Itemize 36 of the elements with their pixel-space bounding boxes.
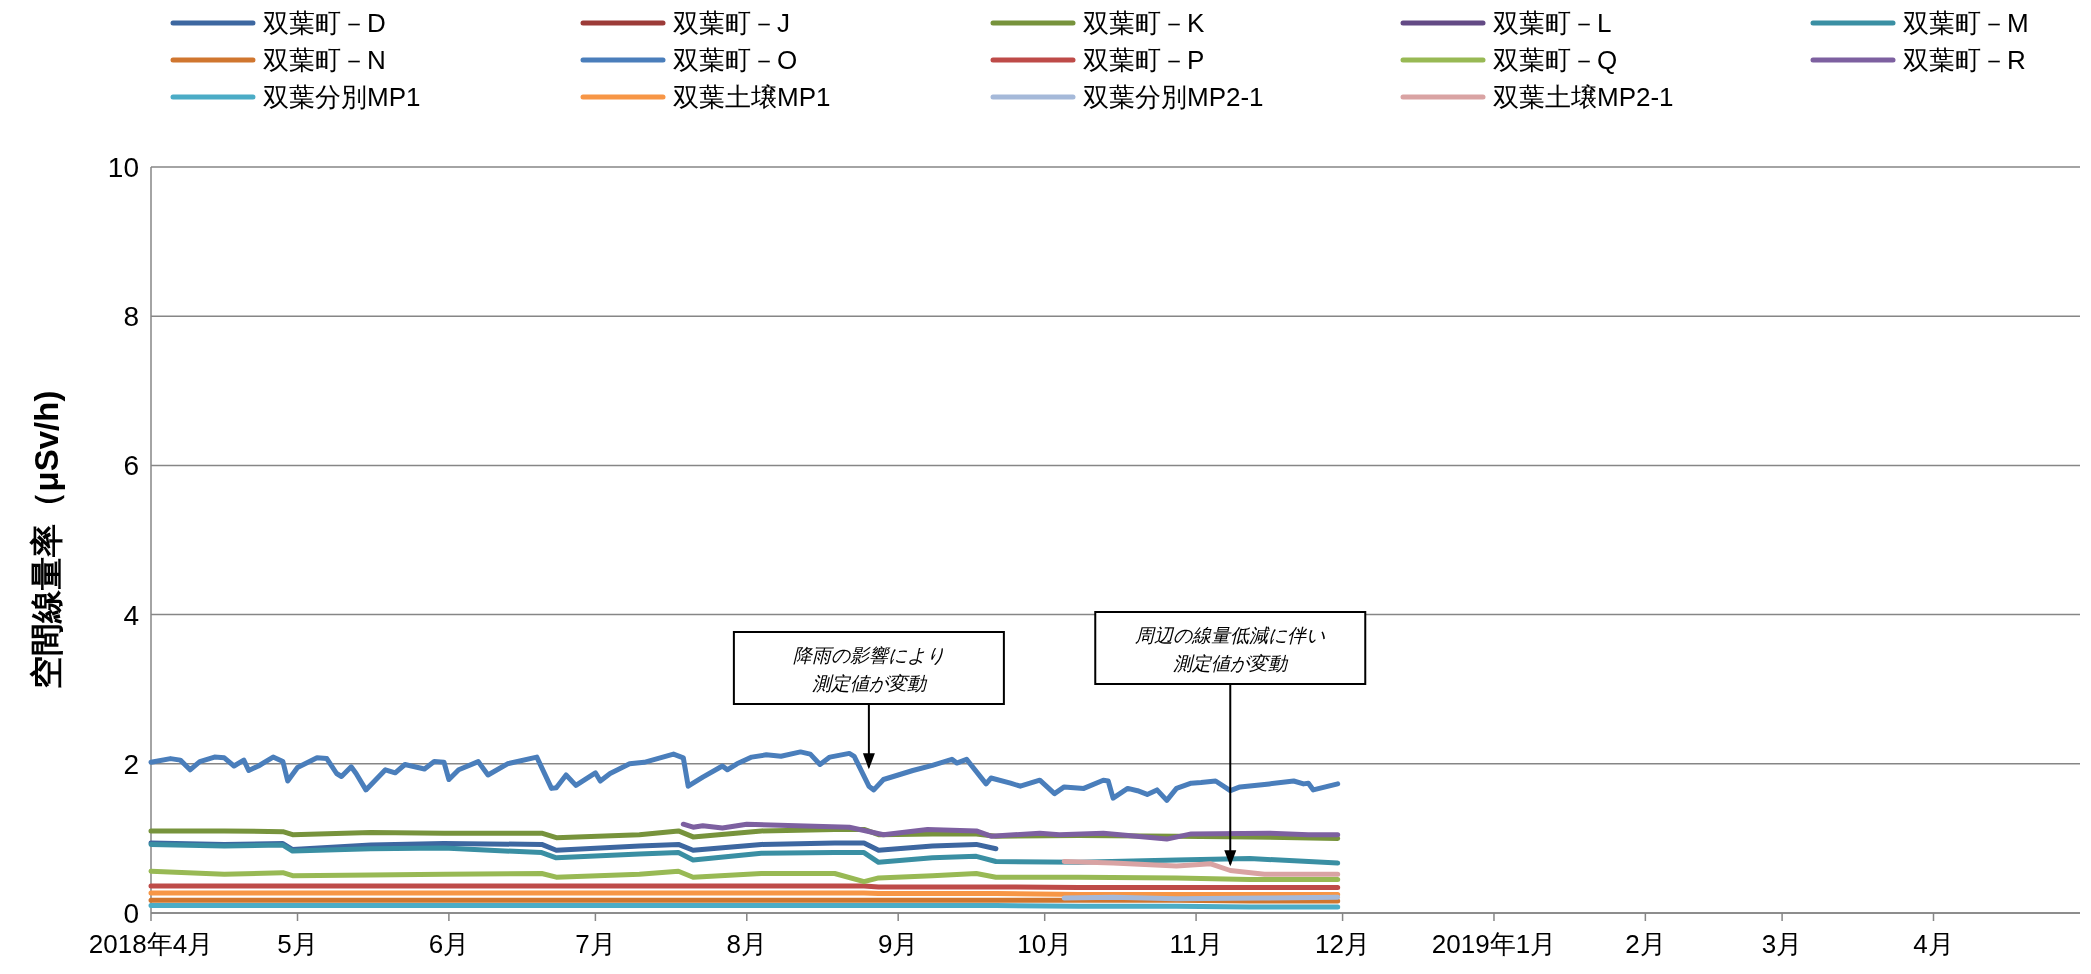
legend-label: 双葉分別MP2-1 xyxy=(1083,82,1264,112)
x-tick-label: 12月 xyxy=(1315,929,1371,959)
y-tick-label: 8 xyxy=(123,301,139,333)
legend-label: 双葉町－O xyxy=(673,45,798,75)
y-axis-title: 空間線量率（μSv/h) xyxy=(28,390,65,690)
x-tick-label: 11月 xyxy=(1169,929,1223,959)
legend-label: 双葉土壌MP2-1 xyxy=(1493,82,1674,112)
legend-label: 双葉町－K xyxy=(1083,8,1205,38)
legend-label: 双葉町－L xyxy=(1493,8,1612,38)
x-tick-label: 3月 xyxy=(1761,929,1803,959)
x-tick-label: 6月 xyxy=(428,929,470,959)
x-tick-label: 8月 xyxy=(726,929,768,959)
x-tick-label: 9月 xyxy=(877,929,919,959)
y-tick-label: 6 xyxy=(123,450,139,482)
annotation: 周辺の線量低減に伴い測定値が変動 xyxy=(1135,625,1326,674)
x-tick-label: 5月 xyxy=(277,929,318,959)
legend-label: 双葉町－R xyxy=(1903,45,2026,75)
legend-label: 双葉町－M xyxy=(1903,8,2029,38)
x-tick-label: 2月 xyxy=(1625,929,1666,959)
legend-label: 双葉町－D xyxy=(263,8,386,38)
x-tick-label: 4月 xyxy=(1913,929,1954,959)
y-tick-label: 4 xyxy=(123,599,139,631)
legend-label: 双葉町－J xyxy=(673,8,790,38)
legend-label: 双葉分別MP1 xyxy=(263,82,421,112)
y-tick-label: 0 xyxy=(123,898,139,929)
legend-label: 双葉土壌MP1 xyxy=(673,82,831,112)
legend-label: 双葉町－P xyxy=(1083,45,1205,75)
x-tick-label: 10月 xyxy=(1017,929,1073,959)
y-tick-label: 10 xyxy=(107,152,139,183)
x-tick-label: 2019年1月 xyxy=(1431,929,1557,959)
x-tick-label: 7月 xyxy=(575,929,616,959)
legend-label: 双葉町－Q xyxy=(1493,45,1618,75)
y-tick-label: 2 xyxy=(123,748,139,780)
legend-label: 双葉町－N xyxy=(263,45,386,75)
x-tick-label: 2018年4月 xyxy=(88,929,214,959)
annotation: 降雨の影響により測定値が変動 xyxy=(792,645,945,694)
